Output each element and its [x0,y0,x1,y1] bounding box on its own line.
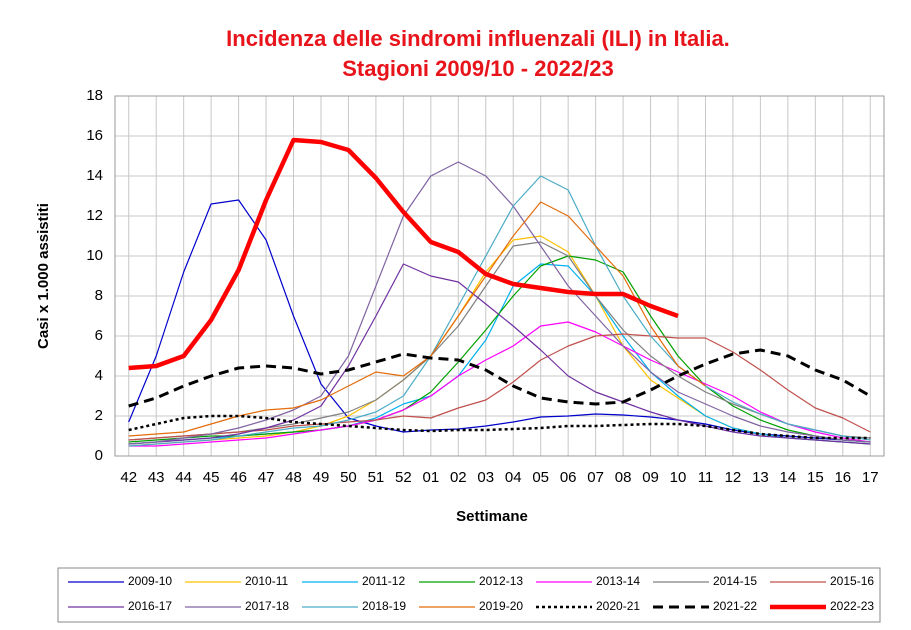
legend-box [57,567,881,623]
y-tick-label: 8 [95,287,103,304]
x-tick-label: 15 [807,469,824,486]
legend-label: 2022-23 [830,599,874,613]
x-tick-label: 01 [422,469,439,486]
legend-label: 2010-11 [245,574,288,588]
x-tick-label: 44 [175,469,192,486]
x-tick-label: 50 [340,469,357,486]
series-line [128,161,871,445]
y-tick-label: 2 [95,407,103,424]
x-tick-label: 06 [560,469,577,486]
y-tick-label: 10 [86,247,103,264]
y-tick-label: 12 [86,207,103,224]
y-axis-label: Casi x 1.000 assistiti [35,203,52,349]
legend-label: 2012-13 [479,574,523,588]
x-tick-label: 49 [313,469,330,486]
legend-label: 2011-12 [362,574,405,588]
legend-label: 2019-20 [479,599,523,613]
y-tick-label: 4 [95,367,103,384]
x-tick-label: 17 [862,469,879,486]
x-tick-label: 11 [698,469,714,486]
legend-label: 2015-16 [830,574,874,588]
x-tick-label: 09 [642,469,659,486]
plot-border [114,95,885,457]
legend-label: 2018-19 [362,599,406,613]
x-tick-label: 14 [780,469,797,486]
y-tick-label: 18 [86,87,103,104]
x-tick-label: 08 [615,469,632,486]
series-line [128,241,871,441]
series-line [128,263,871,445]
x-tick-label: 12 [725,469,742,486]
series-line [128,137,679,371]
legend-label: 2021-22 [713,599,757,613]
x-tick-label: 45 [203,469,220,486]
x-tick-label: 04 [505,469,522,486]
y-tick-label: 6 [95,327,103,344]
series-line [128,201,706,437]
legend-label: 2014-15 [713,574,757,588]
series-line [128,414,871,440]
x-tick-label: 51 [368,469,385,486]
series-line [128,175,871,447]
series-line [128,263,871,445]
legend-label: 2017-18 [245,599,289,613]
legend-label: 2016-17 [128,599,172,613]
y-tick-label: 0 [95,447,103,464]
x-tick-label: 05 [532,469,549,486]
x-tick-label: 07 [587,469,604,486]
x-tick-label: 48 [285,469,302,486]
x-tick-label: 03 [477,469,494,486]
chart-subtitle: Stagioni 2009/10 - 2022/23 [342,56,614,81]
series-line [128,348,872,408]
x-tick-label: 10 [670,469,687,486]
legend-label: 2009-10 [128,574,172,588]
x-tick-label: 13 [752,469,769,486]
series-line [128,255,871,443]
y-tick-label: 14 [86,167,103,184]
series-line [128,321,871,447]
legend-label: 2020-21 [596,599,640,613]
x-tick-label: 02 [450,469,467,486]
x-tick-label: 43 [148,469,165,486]
legend-label: 2013-14 [596,574,640,588]
chart-title: Incidenza delle sindromi influenzali (IL… [226,26,730,51]
y-tick-label: 16 [86,127,103,144]
x-tick-label: 42 [120,469,137,486]
x-tick-label: 16 [834,469,851,486]
x-tick-label: 46 [230,469,247,486]
x-tick-label: 47 [258,469,275,486]
x-tick-label: 52 [395,469,412,486]
x-axis-label: Settimane [456,508,528,525]
series-line [128,199,871,443]
